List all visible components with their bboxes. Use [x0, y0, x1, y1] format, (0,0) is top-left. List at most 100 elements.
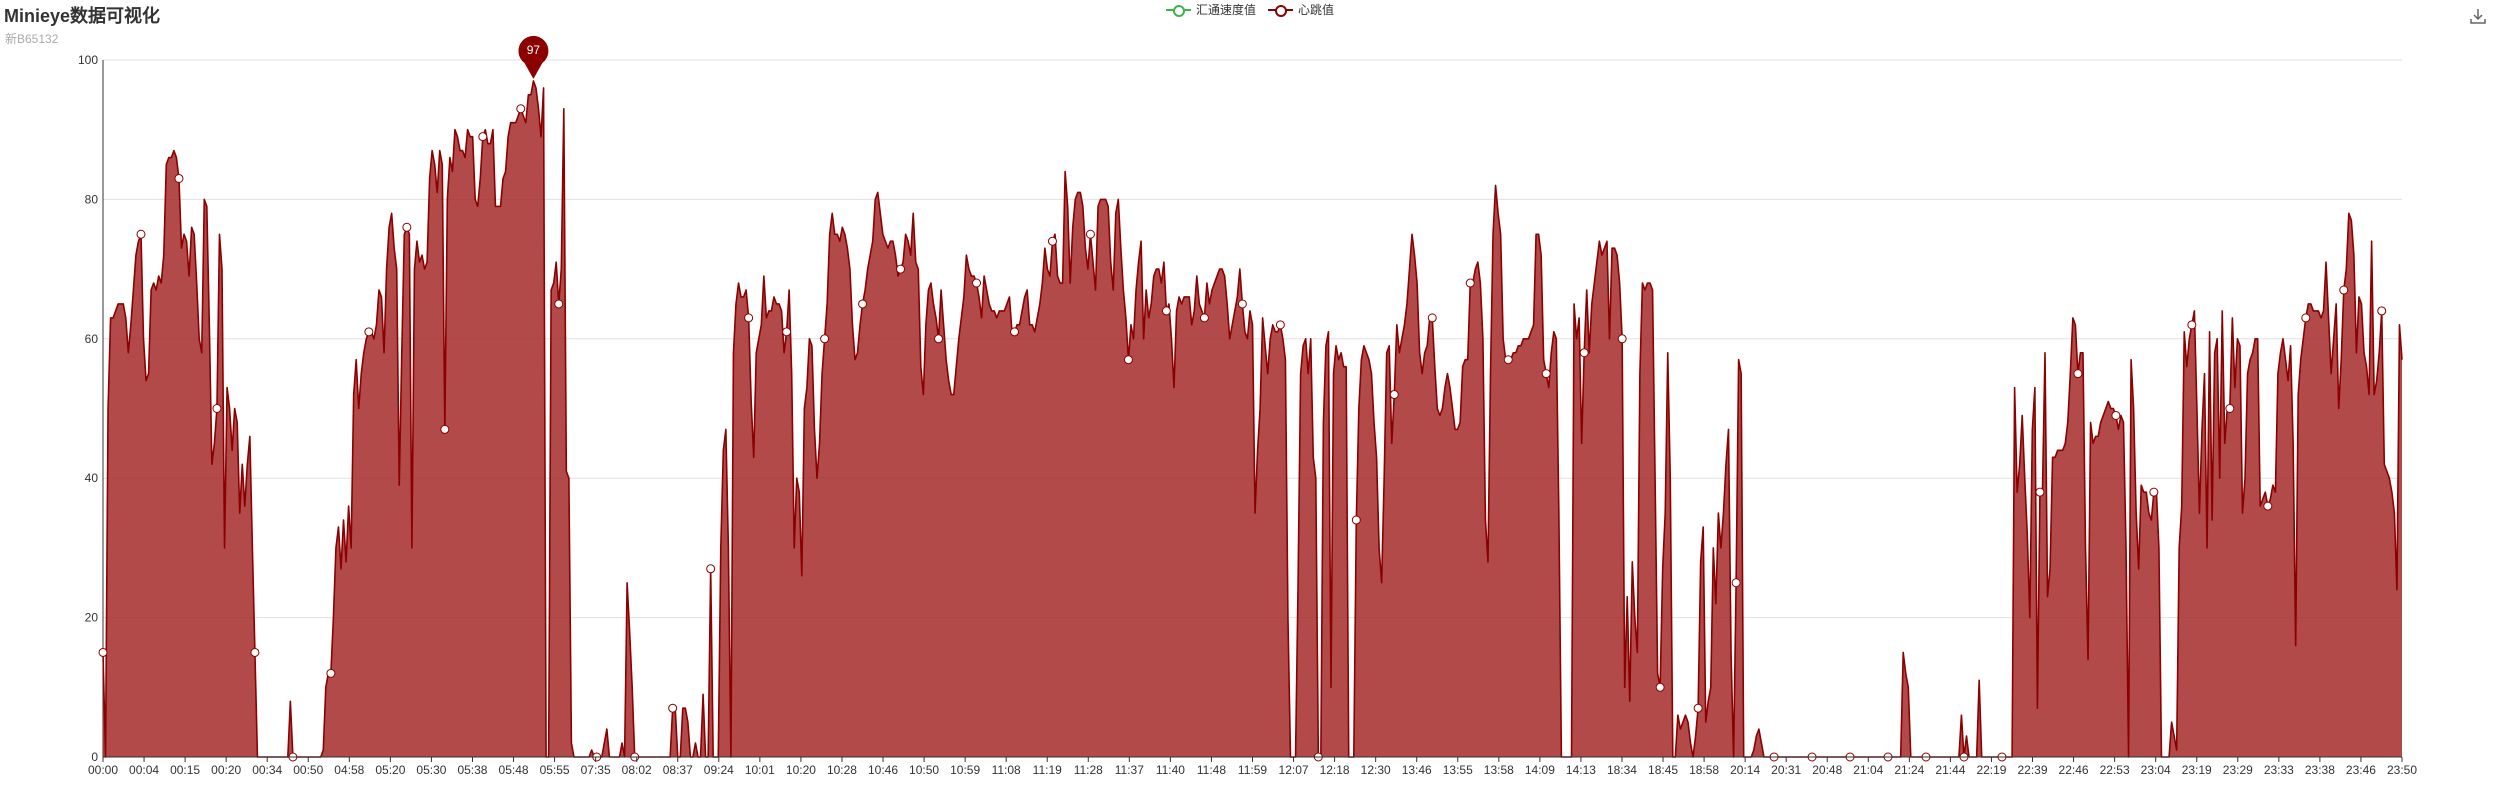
x-tick-label: 23:19 — [2182, 763, 2212, 777]
x-tick-label: 21:04 — [1853, 763, 1883, 777]
x-tick-label: 10:46 — [868, 763, 898, 777]
data-point — [669, 704, 677, 712]
x-tick-label: 11:48 — [1197, 763, 1226, 777]
x-tick-label: 20:31 — [1771, 763, 1801, 777]
x-tick-label: 21:24 — [1894, 763, 1924, 777]
data-point — [1732, 579, 1740, 587]
y-tick-label: 20 — [85, 611, 99, 625]
data-point — [1238, 300, 1246, 308]
x-tick-label: 00:04 — [129, 763, 159, 777]
x-tick-label: 22:19 — [1976, 763, 2006, 777]
x-tick-label: 22:46 — [2059, 763, 2089, 777]
data-point — [1124, 356, 1132, 364]
data-point — [137, 230, 145, 238]
x-tick-label: 10:28 — [827, 763, 857, 777]
data-point — [1276, 321, 1284, 329]
y-tick-label: 100 — [78, 53, 98, 67]
x-tick-label: 23:46 — [2346, 763, 2376, 777]
data-point — [327, 669, 335, 677]
y-tick-label: 60 — [85, 332, 99, 346]
x-tick-label: 14:13 — [1566, 763, 1596, 777]
data-point — [2074, 370, 2082, 378]
x-tick-label: 12:30 — [1361, 763, 1391, 777]
data-point — [859, 300, 867, 308]
data-point — [2378, 307, 2386, 315]
data-point — [99, 648, 107, 656]
x-tick-label: 05:55 — [540, 763, 570, 777]
x-tick-label: 20:14 — [1730, 763, 1760, 777]
x-tick-label: 00:50 — [293, 763, 323, 777]
x-tick-label: 11:08 — [992, 763, 1021, 777]
x-tick-label: 09:24 — [704, 763, 734, 777]
data-point — [1162, 307, 1170, 315]
data-point — [1694, 704, 1702, 712]
data-point — [1048, 237, 1056, 245]
x-tick-label: 10:01 — [745, 763, 775, 777]
x-tick-label: 08:37 — [663, 763, 693, 777]
x-tick-label: 11:40 — [1156, 763, 1185, 777]
data-point — [935, 335, 943, 343]
x-tick-label: 08:02 — [622, 763, 652, 777]
y-tick-label: 0 — [91, 750, 98, 764]
data-point — [1618, 335, 1626, 343]
x-tick-label: 23:29 — [2223, 763, 2253, 777]
data-point — [365, 328, 373, 336]
data-point — [1542, 370, 1550, 378]
y-tick-label: 80 — [85, 192, 99, 206]
x-tick-label: 11:28 — [1074, 763, 1103, 777]
x-tick-label: 00:00 — [88, 763, 118, 777]
data-point — [555, 300, 563, 308]
x-tick-label: 10:50 — [909, 763, 939, 777]
y-tick-label: 40 — [85, 471, 99, 485]
x-tick-label: 00:20 — [211, 763, 241, 777]
data-point — [1010, 328, 1018, 336]
x-tick-label: 12:18 — [1320, 763, 1350, 777]
x-tick-label: 14:09 — [1525, 763, 1555, 777]
data-point — [403, 223, 411, 231]
data-point — [2264, 502, 2272, 510]
x-tick-label: 18:34 — [1607, 763, 1637, 777]
data-point — [2112, 411, 2120, 419]
x-tick-label: 11:59 — [1238, 763, 1267, 777]
x-tick-label: 22:39 — [2018, 763, 2048, 777]
data-point — [1580, 349, 1588, 357]
data-point — [1466, 279, 1474, 287]
x-tick-label: 05:38 — [457, 763, 487, 777]
x-tick-label: 05:30 — [416, 763, 446, 777]
x-tick-label: 22:53 — [2100, 763, 2130, 777]
x-tick-label: 00:34 — [252, 763, 282, 777]
data-point — [2340, 286, 2348, 294]
data-point — [1656, 683, 1664, 691]
data-point — [175, 174, 183, 182]
x-tick-label: 10:59 — [950, 763, 980, 777]
data-point — [441, 425, 449, 433]
data-point — [213, 405, 221, 413]
data-point — [821, 335, 829, 343]
x-tick-label: 18:58 — [1689, 763, 1719, 777]
data-point — [745, 314, 753, 322]
data-point — [897, 265, 905, 273]
x-tick-label: 10:20 — [786, 763, 816, 777]
x-tick-label: 13:46 — [1402, 763, 1432, 777]
x-tick-label: 18:45 — [1648, 763, 1678, 777]
x-tick-label: 05:20 — [375, 763, 405, 777]
x-tick-label: 13:58 — [1484, 763, 1514, 777]
data-point — [707, 565, 715, 573]
data-point — [251, 648, 259, 656]
data-point — [1428, 314, 1436, 322]
data-point — [2188, 321, 2196, 329]
x-tick-label: 23:33 — [2264, 763, 2294, 777]
data-point — [517, 105, 525, 113]
data-point — [2226, 405, 2234, 413]
data-point — [2150, 488, 2158, 496]
data-point — [1200, 314, 1208, 322]
x-tick-label: 12:07 — [1279, 763, 1309, 777]
data-point — [1352, 516, 1360, 524]
data-point — [783, 328, 791, 336]
x-tick-label: 07:35 — [581, 763, 611, 777]
data-point — [1504, 356, 1512, 364]
max-marker-label: 97 — [527, 43, 541, 57]
x-tick-label: 05:48 — [499, 763, 529, 777]
